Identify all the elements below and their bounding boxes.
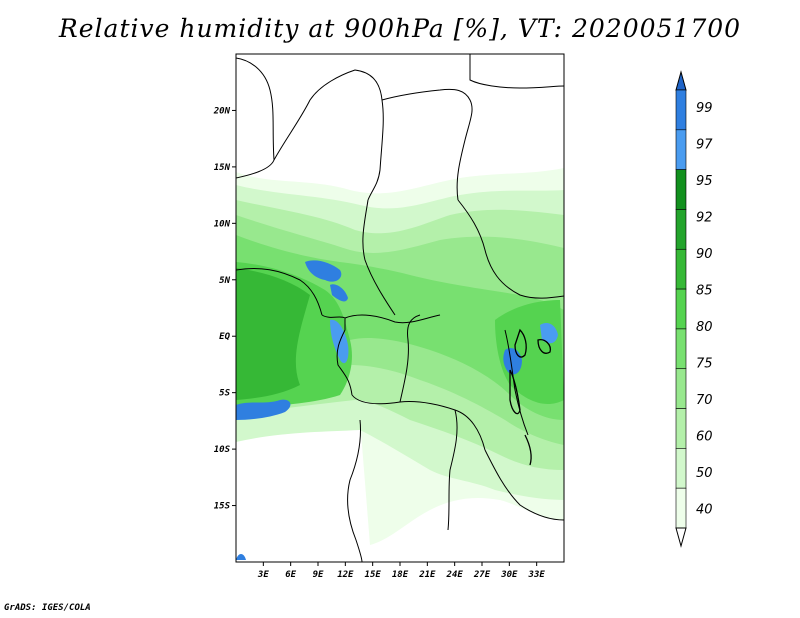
lake-outlines [509,328,551,466]
longitude-axis: 3E 6E 9E 12E 15E 18E 21E 24E 27E 30E 33E [257,562,545,580]
lat-tick-label: 15S [214,502,231,512]
colorbar-level-label: 97 [696,138,713,153]
colorbar-swatch [675,89,687,131]
lat-tick-label: 5S [219,389,230,399]
colorbar-level-label: 92 [696,211,713,226]
country-borders [236,54,564,562]
colorbar-level-label: 85 [696,284,713,299]
lon-tick-label: 30E [500,570,518,580]
lon-tick-label: 18E [392,570,409,580]
colorbar-swatch [675,169,687,210]
colorbar: 99 97 95 92 90 85 80 75 70 60 50 40 [675,70,713,548]
lon-tick-label: 9E [313,570,324,580]
lon-tick-label: 15E [365,570,382,580]
lat-tick-label: EQ [219,332,230,342]
colorbar-swatch [675,487,687,529]
colorbar-level-label: 90 [696,247,713,262]
latitude-axis: 20N 15N 10N 5N EQ 5S 10S 15S [213,106,236,512]
lon-tick-label: 21E [418,570,436,580]
lon-tick-label: 27E [473,570,491,580]
colorbar-level-label: 80 [696,320,713,335]
lon-tick-label: 12E [337,570,354,580]
lat-tick-label: 5N [219,276,230,286]
lat-tick-label: 15N [214,163,231,173]
lon-tick-label: 6E [285,570,296,580]
lon-tick-label: 24E [446,570,464,580]
colorbar-level-label: 99 [696,101,713,116]
rh-75-contour [236,235,564,420]
colorbar-bottom-arrow [675,527,687,548]
colorbar-swatch [675,209,687,250]
rh-95-spots [236,260,558,560]
colorbar-level-label: 50 [696,466,713,481]
colorbar-level-label: 40 [696,503,713,518]
map-title: Relative humidity at 900hPa [%], VT: 202… [58,14,742,43]
humidity-field [236,54,564,562]
lat-tick-label: 10S [214,445,231,455]
colorbar-swatch [675,408,687,449]
lon-tick-label: 3E [257,570,269,580]
colorbar-swatch [675,129,687,170]
colorbar-swatch [675,328,687,370]
colorbar-swatch [675,368,687,409]
colorbar-swatch [675,248,687,290]
rh-80-contour [236,262,564,410]
lat-tick-label: 20N [213,106,231,116]
colorbar-top-arrow [675,70,687,91]
colorbar-level-label: 60 [696,430,713,445]
rh-85-contour [236,268,310,400]
credit-label: GrADS: IGES/COLA [4,603,91,613]
colorbar-level-label: 75 [696,357,713,372]
colorbar-level-label: 70 [696,393,713,408]
lon-tick-label: 33E [528,570,546,580]
colorbar-swatch [675,448,687,489]
colorbar-level-label: 95 [696,174,713,189]
lat-tick-label: 10N [214,219,231,229]
colorbar-swatch [675,288,687,330]
